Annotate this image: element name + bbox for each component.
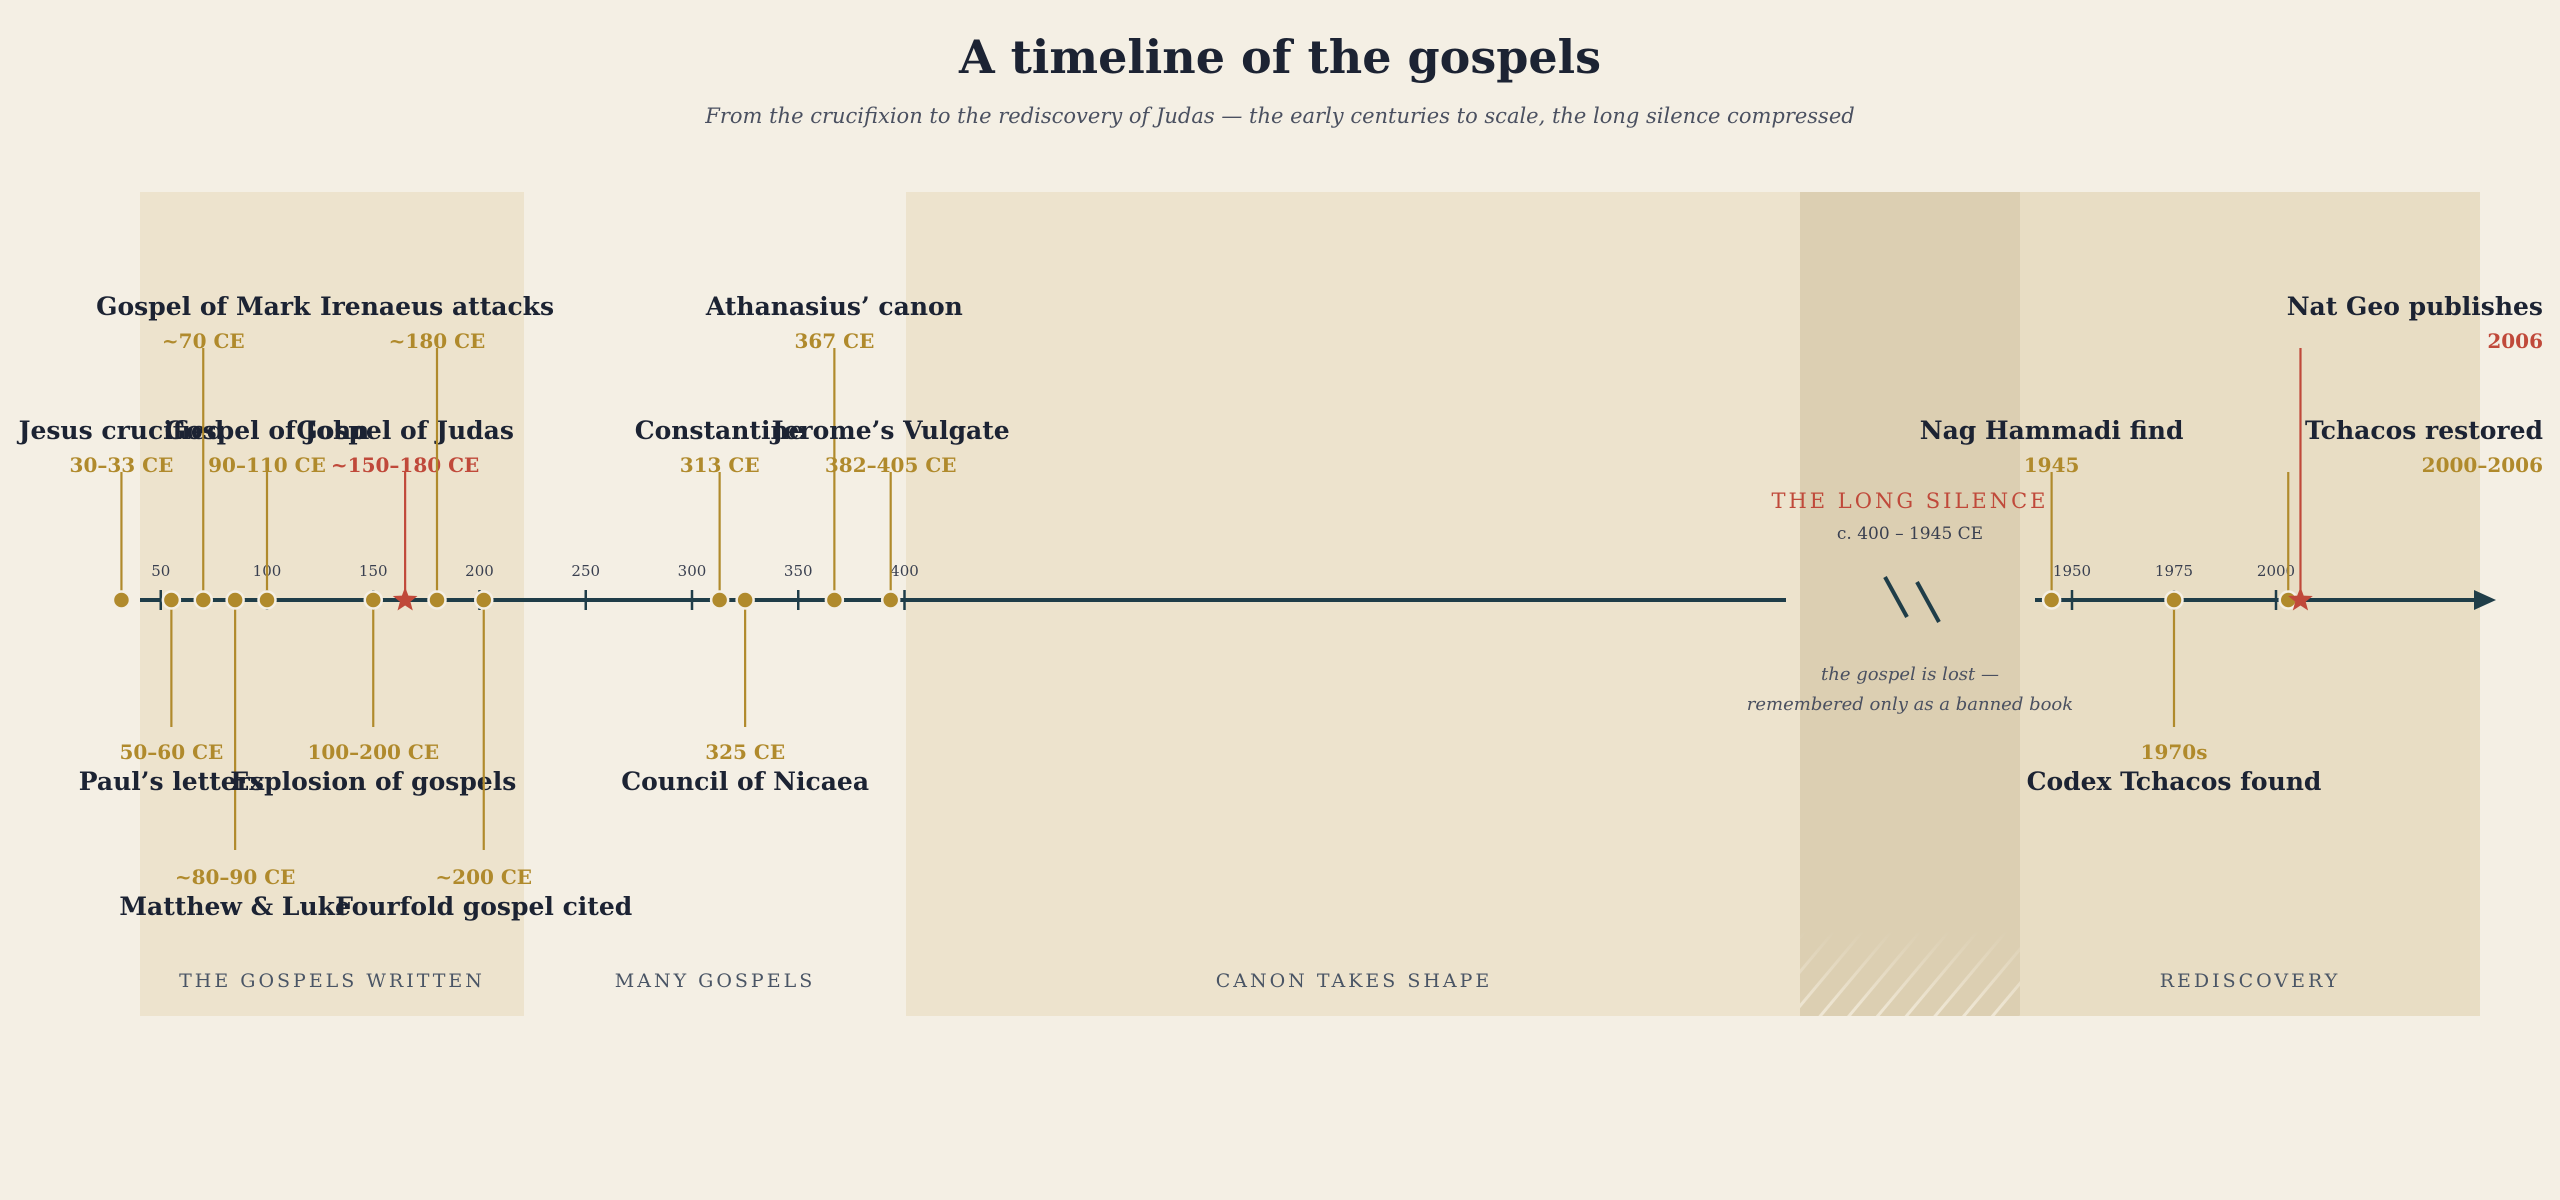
axis-break-mark bbox=[1915, 581, 1941, 623]
axis-tick-label: 1950 bbox=[2053, 562, 2091, 580]
timeline-axis bbox=[140, 576, 2496, 623]
event-dot-marker bbox=[225, 590, 245, 610]
event-star-marker bbox=[2288, 587, 2313, 611]
event-dot-marker bbox=[257, 590, 277, 610]
event-date: ~150–180 CE bbox=[331, 453, 479, 477]
event-label: Jerome’s Vulgate bbox=[770, 416, 1010, 445]
event-label: Matthew & Luke bbox=[119, 892, 351, 921]
event-date: 325 CE bbox=[705, 740, 785, 764]
event-label: Codex Tchacos found bbox=[2027, 767, 2322, 796]
event-dot-marker bbox=[709, 590, 730, 610]
axis-tick-label: 150 bbox=[359, 562, 388, 580]
axis-tick-label: 2000 bbox=[2257, 562, 2295, 580]
event-label: Constantine bbox=[635, 416, 805, 445]
era-band-rediscovery bbox=[2020, 192, 2480, 1016]
event-explosion-of-gospels: 100–200 CE Explosion of gospels bbox=[230, 590, 516, 796]
silence-note-line2: remembered only as a banned book bbox=[1747, 694, 2073, 715]
axis-tick-label: 400 bbox=[890, 562, 919, 580]
era-bands bbox=[140, 192, 2480, 1016]
event-label: Athanasius’ canon bbox=[705, 292, 963, 321]
event-label: Fourfold gospel cited bbox=[335, 892, 632, 921]
event-dot-marker bbox=[2041, 590, 2062, 610]
event-dot-marker bbox=[193, 590, 213, 610]
event-date: 1970s bbox=[2141, 740, 2208, 764]
event-date: 90–110 CE bbox=[208, 453, 326, 477]
axis-tick-label: 200 bbox=[465, 562, 494, 580]
era-label-canon: CANON TAKES SHAPE bbox=[1216, 970, 1493, 992]
event-date: 30–33 CE bbox=[70, 453, 174, 477]
event-label: Jesus crucified bbox=[17, 416, 225, 445]
event-jerome-s-vulgate: 382–405 CE Jerome’s Vulgate bbox=[770, 416, 1010, 610]
event-fourfold-gospel-cited: ~200 CE Fourfold gospel cited bbox=[335, 590, 632, 921]
silence-hatch bbox=[1800, 930, 2020, 1016]
axis-tick-label: 350 bbox=[784, 562, 813, 580]
event-paul-s-letters: 50–60 CE Paul’s letters bbox=[79, 590, 264, 796]
event-label: Gospel of Mark bbox=[96, 292, 311, 321]
event-athanasius-canon: 367 CE Athanasius’ canon bbox=[705, 292, 963, 610]
event-constantine: 313 CE Constantine bbox=[635, 416, 805, 610]
event-label: Nag Hammadi find bbox=[1920, 416, 2184, 445]
axis-arrowhead bbox=[2474, 590, 2496, 610]
page-title: A timeline of the gospels bbox=[958, 30, 1602, 84]
silence-note-line1: the gospel is lost — bbox=[1821, 664, 1999, 685]
event-label: Tchacos restored bbox=[2305, 416, 2543, 445]
silence-range: c. 400 – 1945 CE bbox=[1837, 524, 1983, 544]
event-date: 313 CE bbox=[680, 453, 760, 477]
event-dot-marker bbox=[880, 590, 901, 610]
timeline-events: 30–33 CE Jesus crucified 50–60 CE Paul’s le… bbox=[17, 292, 2543, 921]
event-date: 367 CE bbox=[794, 329, 874, 353]
era-label-rediscovery: REDISCOVERY bbox=[2160, 970, 2341, 992]
era-label-many-gospels: MANY GOSPELS bbox=[615, 970, 815, 992]
event-nat-geo-publishes: 2006 Nat Geo publishes bbox=[2287, 292, 2543, 611]
axis-tick-label: 1975 bbox=[2155, 562, 2193, 580]
silence-band bbox=[1800, 192, 2020, 1016]
event-date: 2000–2006 bbox=[2422, 453, 2543, 477]
event-gospel-of-mark: ~70 CE Gospel of Mark bbox=[96, 292, 311, 610]
event-gospel-of-judas: ~150–180 CE Gospel of Judas bbox=[296, 416, 514, 611]
event-date: 1945 bbox=[2024, 453, 2080, 477]
event-dot-marker bbox=[474, 590, 494, 610]
event-nag-hammadi-find: 1945 Nag Hammadi find bbox=[1920, 416, 2184, 610]
event-date: ~80–90 CE bbox=[175, 865, 296, 889]
event-date: ~200 CE bbox=[435, 865, 532, 889]
event-codex-tchacos-found: 1970s Codex Tchacos found bbox=[2027, 590, 2322, 796]
event-label: Gospel of Judas bbox=[296, 416, 514, 445]
event-label: Irenaeus attacks bbox=[320, 292, 554, 321]
event-date: 2006 bbox=[2487, 329, 2543, 353]
event-date: 50–60 CE bbox=[119, 740, 223, 764]
axis-tick-label: 250 bbox=[571, 562, 600, 580]
event-jesus-crucified: 30–33 CE Jesus crucified bbox=[17, 416, 225, 610]
event-label: Nat Geo publishes bbox=[2287, 292, 2543, 321]
axis-tick-label: 300 bbox=[678, 562, 707, 580]
event-star-marker bbox=[392, 587, 418, 611]
event-dot-marker bbox=[427, 590, 447, 610]
event-label: Explosion of gospels bbox=[230, 767, 516, 796]
event-label: Council of Nicaea bbox=[621, 767, 869, 796]
event-dot-marker bbox=[111, 590, 132, 610]
event-date: 100–200 CE bbox=[307, 740, 439, 764]
event-gospel-of-john: 90–110 CE Gospel of John bbox=[165, 416, 370, 610]
event-date: 382–405 CE bbox=[825, 453, 957, 477]
event-date: ~70 CE bbox=[162, 329, 245, 353]
page-subtitle: From the crucifixion to the rediscovery … bbox=[705, 104, 1855, 128]
event-council-of-nicaea: 325 CE Council of Nicaea bbox=[621, 590, 869, 796]
axis-break-mark bbox=[1883, 576, 1909, 618]
event-dot-marker bbox=[161, 590, 182, 610]
event-date: ~180 CE bbox=[389, 329, 486, 353]
event-dot-marker bbox=[824, 590, 845, 610]
event-dot-marker bbox=[2164, 590, 2184, 610]
event-irenaeus-attacks: ~180 CE Irenaeus attacks bbox=[320, 292, 554, 610]
event-dot-marker bbox=[363, 590, 383, 610]
event-matthew-luke: ~80–90 CE Matthew & Luke bbox=[119, 590, 351, 921]
event-label: Gospel of John bbox=[165, 416, 370, 445]
era-band-canon bbox=[906, 192, 1800, 1016]
silence-title: THE LONG SILENCE bbox=[1771, 489, 2048, 513]
event-tchacos-restored: 2000–2006 Tchacos restored bbox=[2278, 416, 2543, 610]
event-dot-marker bbox=[735, 590, 755, 610]
axis-tick-label: 50 bbox=[151, 562, 170, 580]
event-label: Paul’s letters bbox=[79, 767, 264, 796]
era-label-gospels-written: THE GOSPELS WRITTEN bbox=[179, 970, 485, 992]
